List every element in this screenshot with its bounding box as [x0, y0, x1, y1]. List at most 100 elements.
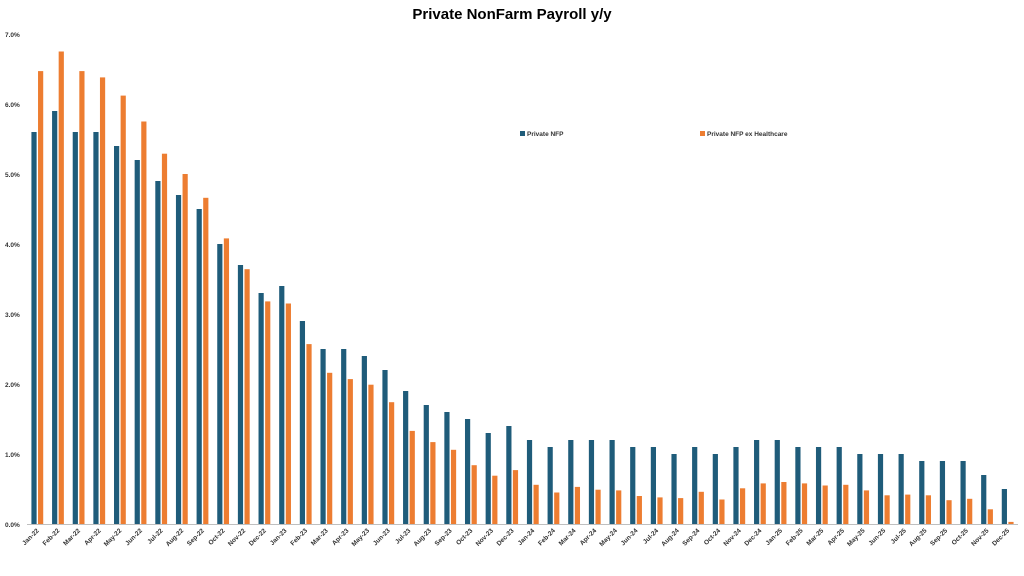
bar-private-nfp-ex-healthcare [1008, 521, 1014, 524]
x-tick-label: Jun-23 [372, 527, 392, 547]
x-tick-label: Dec-22 [248, 527, 268, 547]
bar-private-nfp [588, 440, 595, 524]
bar-private-nfp-ex-healthcare [430, 442, 436, 524]
bar-private-nfp [72, 132, 78, 524]
bar-private-nfp [774, 440, 780, 524]
x-tick-label: Nov-23 [475, 527, 496, 548]
x-tick-label: Oct-24 [703, 527, 723, 547]
bar-private-nfp-ex-healthcare [265, 301, 271, 524]
bar-private-nfp [960, 461, 966, 524]
x-tick-label: Jan-25 [764, 527, 784, 547]
x-tick-label: Feb-24 [537, 527, 557, 547]
bar-private-nfp [175, 195, 182, 524]
legend-label: Private NFP [527, 131, 564, 138]
x-tick-label: Aug-25 [908, 527, 929, 548]
x-tick-label: Aug-23 [412, 527, 433, 548]
bar-private-nfp-ex-healthcare [822, 485, 828, 524]
bar-private-nfp [692, 447, 698, 524]
bar-private-nfp-ex-healthcare [781, 482, 787, 524]
bar-private-nfp-ex-healthcare [223, 238, 230, 524]
bar-private-nfp [547, 447, 553, 524]
y-tick-label: 1.0% [5, 452, 20, 459]
bar-private-nfp-ex-healthcare [368, 384, 374, 524]
bar-private-nfp [898, 454, 904, 524]
x-tick-label: Apr-23 [331, 527, 351, 547]
x-tick-label: Jul-25 [890, 527, 909, 546]
bar-private-nfp-ex-healthcare [760, 483, 766, 524]
bar-private-nfp-ex-healthcare [595, 489, 601, 524]
bar-private-nfp [258, 293, 264, 524]
bar-private-nfp-ex-healthcare [450, 449, 457, 524]
bar-private-nfp-ex-healthcare [987, 509, 993, 524]
bar-private-nfp [279, 286, 285, 524]
bar-private-nfp-ex-healthcare [38, 71, 44, 524]
bar-private-nfp-ex-healthcare [946, 500, 952, 524]
bar-private-nfp-ex-healthcare [58, 51, 64, 524]
x-tick-label: Mar-24 [558, 527, 578, 547]
x-tick-label: Aug-24 [660, 527, 681, 548]
y-tick-label: 5.0% [5, 172, 20, 179]
x-tick-label: Feb-22 [42, 527, 62, 547]
bar-private-nfp [341, 349, 347, 524]
bar-private-nfp-ex-healthcare [285, 303, 291, 524]
bar-private-nfp-ex-healthcare [471, 465, 477, 524]
x-tick-label: Nov-22 [227, 527, 248, 548]
bar-private-nfp [299, 321, 306, 524]
x-tick-label: Sep-22 [186, 527, 206, 547]
bar-private-nfp-ex-healthcare [120, 95, 126, 524]
bar-private-nfp [939, 461, 946, 524]
bar-private-nfp [237, 265, 244, 524]
bar-private-nfp-ex-healthcare [79, 71, 85, 524]
y-tick-label: 2.0% [5, 382, 20, 389]
x-tick-label: Apr-22 [83, 527, 103, 547]
y-tick-label: 3.0% [5, 312, 20, 319]
bar-private-nfp [403, 391, 409, 524]
x-tick-label: Jan-24 [517, 527, 537, 547]
bar-private-nfp [836, 447, 842, 524]
bar-private-nfp [444, 412, 450, 524]
x-tick-label: Dec-24 [743, 527, 763, 547]
bar-private-nfp [506, 426, 512, 524]
x-tick-label: Jan-23 [269, 527, 289, 547]
bar-private-nfp [712, 454, 718, 524]
bar-private-nfp [609, 440, 615, 524]
bar-private-nfp-ex-healthcare [801, 483, 808, 524]
x-tick-label: Mar-23 [310, 527, 330, 547]
bar-private-nfp-ex-healthcare [533, 484, 539, 524]
x-tick-label: Oct-25 [951, 527, 971, 547]
legend-label: Private NFP ex Healthcare [707, 131, 788, 138]
bar-private-nfp [134, 160, 140, 524]
bar-private-nfp-ex-healthcare [905, 494, 911, 524]
chart-title: Private NonFarm Payroll y/y [412, 6, 612, 23]
bar-private-nfp-ex-healthcare [863, 490, 870, 524]
x-tick-label: Aug-22 [165, 527, 186, 548]
bar-private-nfp-ex-healthcare [843, 484, 849, 524]
bar-private-nfp [630, 447, 636, 524]
bar-private-nfp [155, 181, 161, 524]
x-tick-label: Dec-25 [991, 527, 1011, 547]
x-tick-label: May-23 [351, 527, 372, 548]
x-tick-label: Sep-23 [434, 527, 454, 547]
bar-private-nfp [361, 356, 367, 524]
x-tick-label: Jun-25 [867, 527, 887, 547]
bar-private-nfp [815, 447, 822, 524]
x-tick-label: Sep-25 [929, 527, 949, 547]
x-tick-label: Jan-22 [21, 527, 41, 547]
bar-private-nfp-ex-healthcare [719, 499, 725, 524]
bar-private-nfp [857, 454, 863, 524]
x-tick-label: Jul-23 [394, 527, 413, 546]
bar-private-nfp-ex-healthcare [698, 491, 704, 524]
x-tick-label: Apr-24 [579, 527, 599, 547]
x-tick-label: Dec-23 [496, 527, 516, 547]
bar-private-nfp-ex-healthcare [203, 197, 209, 525]
x-tick-label: Oct-22 [207, 527, 227, 547]
bar-private-nfp [568, 440, 574, 524]
x-tick-label: Nov-24 [722, 527, 743, 548]
bar-private-nfp-ex-healthcare [244, 269, 250, 524]
bar-private-nfp-ex-healthcare [967, 498, 973, 524]
x-tick-label: Apr-25 [826, 527, 846, 547]
bar-private-nfp [877, 454, 884, 524]
x-tick-label: Oct-23 [455, 527, 475, 547]
bar-private-nfp [52, 111, 58, 524]
